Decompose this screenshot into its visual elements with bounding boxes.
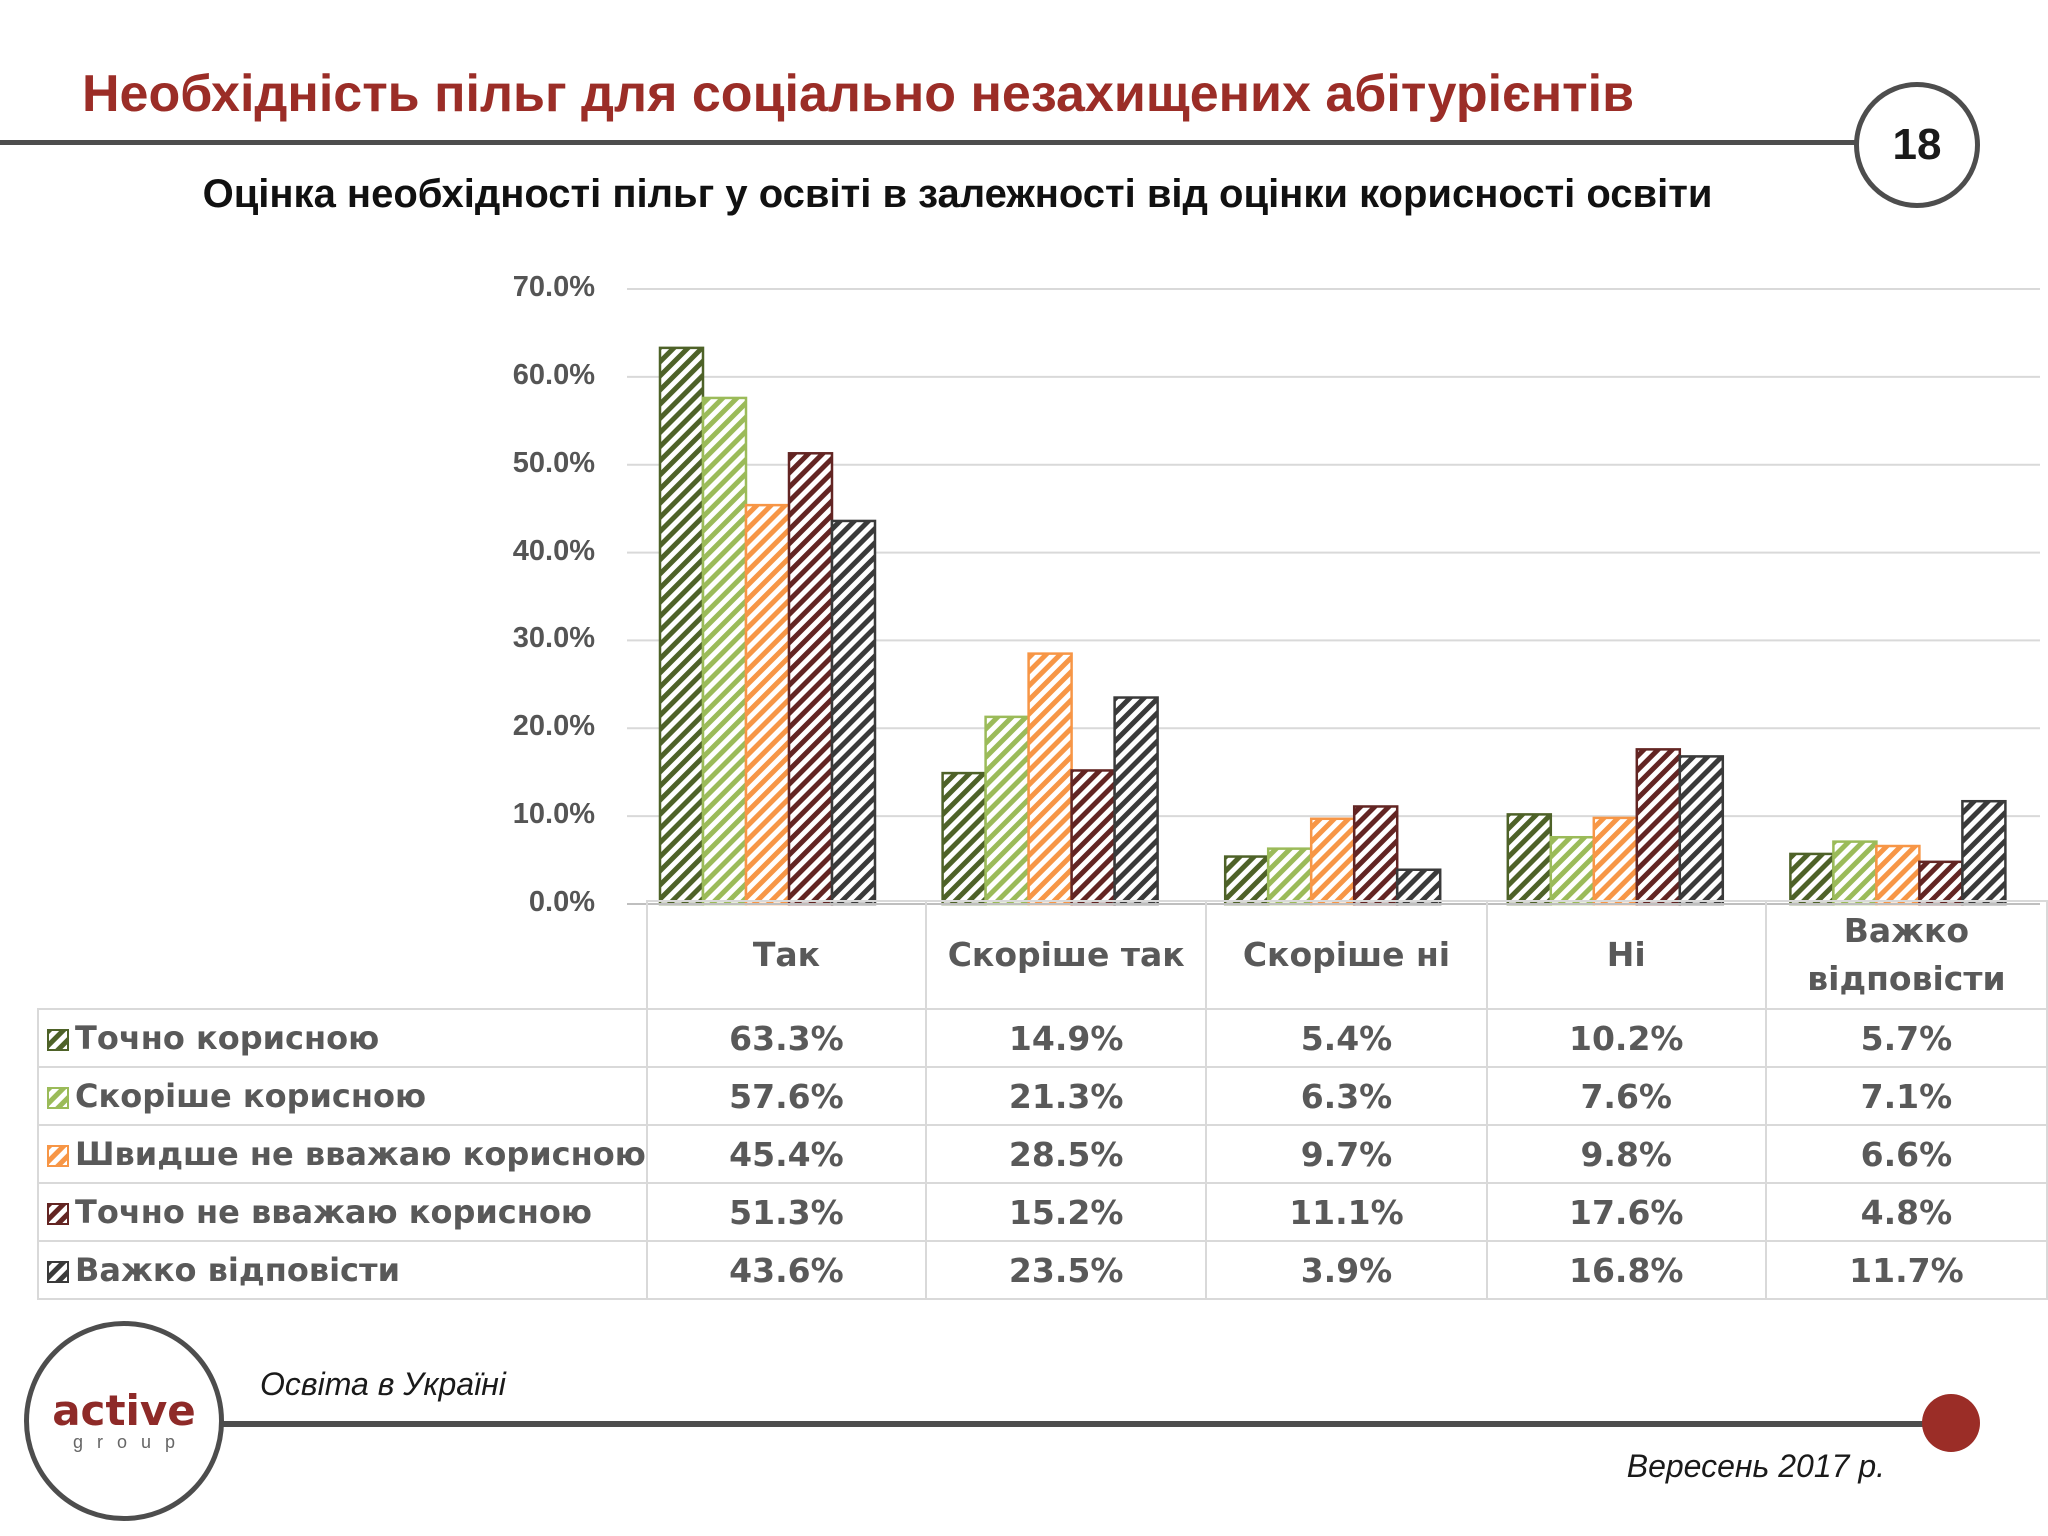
- y-tick-label: 40.0%: [512, 534, 595, 567]
- data-label: 10.2%: [1485, 1008, 1767, 1068]
- data-label: 15.2%: [925, 1182, 1208, 1242]
- bar: [701, 396, 748, 906]
- series-name: Скоріше корисною: [75, 1077, 427, 1115]
- data-label: 16.8%: [1485, 1240, 1767, 1300]
- legend-swatch: [47, 1145, 69, 1167]
- bar: [1223, 855, 1270, 906]
- bar: [1070, 769, 1116, 906]
- data-label: 11.7%: [1764, 1240, 2048, 1300]
- data-label: 9.8%: [1485, 1124, 1767, 1184]
- data-label: 28.5%: [925, 1124, 1208, 1184]
- bar: [984, 715, 1030, 906]
- data-label: 14.9%: [925, 1008, 1208, 1068]
- footer-date: Вересень 2017 р.: [1626, 1448, 1885, 1484]
- table-row: Важко відповісти 43.6% 23.5% 3.9% 16.8% 11.7%: [37, 1240, 2048, 1300]
- bar: [830, 519, 877, 906]
- x-tick-label: Ні: [1485, 900, 1767, 1010]
- bar: [787, 452, 834, 906]
- data-label: 57.6%: [645, 1066, 928, 1126]
- bar: [1506, 813, 1553, 906]
- table-row: Скоріше корисною 57.6% 21.3% 6.3% 7.6% 7.1%: [37, 1066, 2048, 1126]
- bar: [1352, 805, 1399, 906]
- logo-circle: [24, 1321, 224, 1521]
- data-label: 9.7%: [1205, 1124, 1488, 1184]
- data-label: 3.9%: [1205, 1240, 1488, 1300]
- table-row: Точно не вважаю корисною 51.3% 15.2% 11.1% 1…: [37, 1182, 2048, 1242]
- data-label: 51.3%: [645, 1182, 928, 1242]
- series-name: Важко відповісти: [75, 1251, 400, 1289]
- slide-title: Необхідність пільг для соціально незахищ…: [82, 65, 1635, 123]
- bar: [1266, 847, 1313, 906]
- x-tick-label: Так: [645, 900, 928, 1010]
- series-name: Точно не вважаю корисною: [75, 1193, 592, 1231]
- data-label: 5.7%: [1764, 1008, 2048, 1068]
- bar: [1875, 844, 1921, 906]
- page-number-circle: [1854, 82, 1980, 208]
- legend-entry: Точно корисною: [37, 1008, 648, 1068]
- y-tick-label: 30.0%: [512, 622, 595, 655]
- data-label: 7.6%: [1485, 1066, 1767, 1126]
- data-label: 21.3%: [925, 1066, 1208, 1126]
- legend-swatch: [47, 1261, 69, 1283]
- bar: [1027, 652, 1073, 906]
- data-label: 45.4%: [645, 1124, 928, 1184]
- y-tick-label: 50.0%: [512, 446, 595, 479]
- series-name: Точно корисною: [75, 1019, 380, 1057]
- page-number: 18: [1892, 120, 1942, 169]
- y-tick-label: 70.0%: [512, 271, 595, 303]
- y-tick-label: 60.0%: [512, 358, 595, 391]
- data-label: 43.6%: [645, 1240, 928, 1300]
- bar: [1549, 835, 1596, 906]
- legend-swatch: [47, 1029, 69, 1051]
- bar: [1678, 755, 1725, 906]
- x-tick-label: Важко відповісти: [1764, 900, 2048, 1010]
- bar: [1309, 817, 1356, 906]
- table-header-row: Так Скоріше так Скоріше ні Ні Важко відповіс…: [38, 900, 2048, 1010]
- y-tick-label: 20.0%: [512, 710, 595, 743]
- bar: [658, 346, 705, 906]
- data-label: 4.8%: [1764, 1182, 2048, 1242]
- bar: [1961, 799, 2007, 906]
- table-row: Точно корисною 63.3% 14.9% 5.4% 10.2% 5.7%: [37, 1008, 2048, 1068]
- legend-entry: Швидше не вважаю корисною: [37, 1124, 648, 1184]
- data-label: 17.6%: [1485, 1182, 1767, 1242]
- x-tick-label: Скоріше ні: [1205, 900, 1488, 1010]
- footer-divider: [220, 1421, 1930, 1427]
- company-logo-subtext: group: [72, 1432, 190, 1452]
- legend-swatch: [47, 1087, 69, 1109]
- footer-dot: [1922, 1394, 1980, 1452]
- table-row: Швидше не вважаю корисною 45.4% 28.5% 9.7% 9…: [37, 1124, 2048, 1184]
- x-tick-label: Скоріше так: [925, 900, 1208, 1010]
- series-name: Швидше не вважаю корисною: [75, 1135, 646, 1173]
- title-divider: [0, 140, 1862, 145]
- data-label: 11.1%: [1205, 1182, 1488, 1242]
- bar: [1395, 868, 1442, 906]
- bar: [1789, 852, 1835, 906]
- bar: [941, 771, 987, 906]
- data-label: 23.5%: [925, 1240, 1208, 1300]
- company-logo-text: active: [52, 1386, 196, 1435]
- data-label: 63.3%: [645, 1008, 928, 1068]
- legend-entry: Точно не вважаю корисною: [37, 1182, 648, 1242]
- data-table: Так Скоріше так Скоріше ні Ні Важко відповіс…: [37, 900, 2048, 1300]
- data-label: 5.4%: [1205, 1008, 1488, 1068]
- footer-project-name: Освіта в Україні: [260, 1366, 506, 1402]
- bar: [1592, 816, 1639, 906]
- data-label: 6.3%: [1205, 1066, 1488, 1126]
- bar: [1918, 860, 1964, 906]
- bar: [1635, 748, 1682, 906]
- legend-swatch: [47, 1203, 69, 1225]
- chart-title: Оцінка необхідності пільг у освіті в зал…: [202, 172, 1713, 216]
- bar: [1832, 840, 1878, 906]
- data-label: 7.1%: [1764, 1066, 2048, 1126]
- legend-entry: Скоріше корисною: [37, 1066, 648, 1126]
- y-tick-label: 10.0%: [512, 798, 595, 831]
- legend-entry: Важко відповісти: [37, 1240, 648, 1300]
- data-label: 6.6%: [1764, 1124, 2048, 1184]
- bar: [744, 503, 791, 906]
- bars: [627, 346, 2040, 906]
- bar: [1113, 696, 1159, 906]
